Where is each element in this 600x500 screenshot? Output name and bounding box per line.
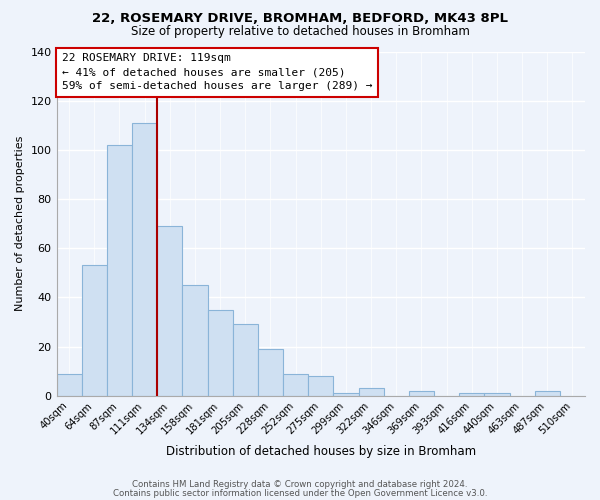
Bar [233,324,258,396]
Bar [157,226,182,396]
Text: Contains HM Land Registry data © Crown copyright and database right 2024.: Contains HM Land Registry data © Crown c… [132,480,468,489]
Bar [283,374,308,396]
Text: 22 ROSEMARY DRIVE: 119sqm
← 41% of detached houses are smaller (205)
59% of semi: 22 ROSEMARY DRIVE: 119sqm ← 41% of detac… [62,53,373,91]
X-axis label: Distribution of detached houses by size in Bromham: Distribution of detached houses by size … [166,444,476,458]
Bar [308,376,334,396]
Bar [334,393,359,396]
Text: Size of property relative to detached houses in Bromham: Size of property relative to detached ho… [131,25,469,38]
Bar [56,374,82,396]
Bar [107,145,132,396]
Text: Contains public sector information licensed under the Open Government Licence v3: Contains public sector information licen… [113,489,487,498]
Bar [132,123,157,396]
Bar [208,310,233,396]
Y-axis label: Number of detached properties: Number of detached properties [15,136,25,312]
Bar [409,391,434,396]
Bar [484,393,509,396]
Bar [359,388,383,396]
Bar [535,391,560,396]
Bar [182,285,208,396]
Bar [459,393,484,396]
Text: 22, ROSEMARY DRIVE, BROMHAM, BEDFORD, MK43 8PL: 22, ROSEMARY DRIVE, BROMHAM, BEDFORD, MK… [92,12,508,26]
Bar [258,349,283,396]
Bar [82,266,107,396]
